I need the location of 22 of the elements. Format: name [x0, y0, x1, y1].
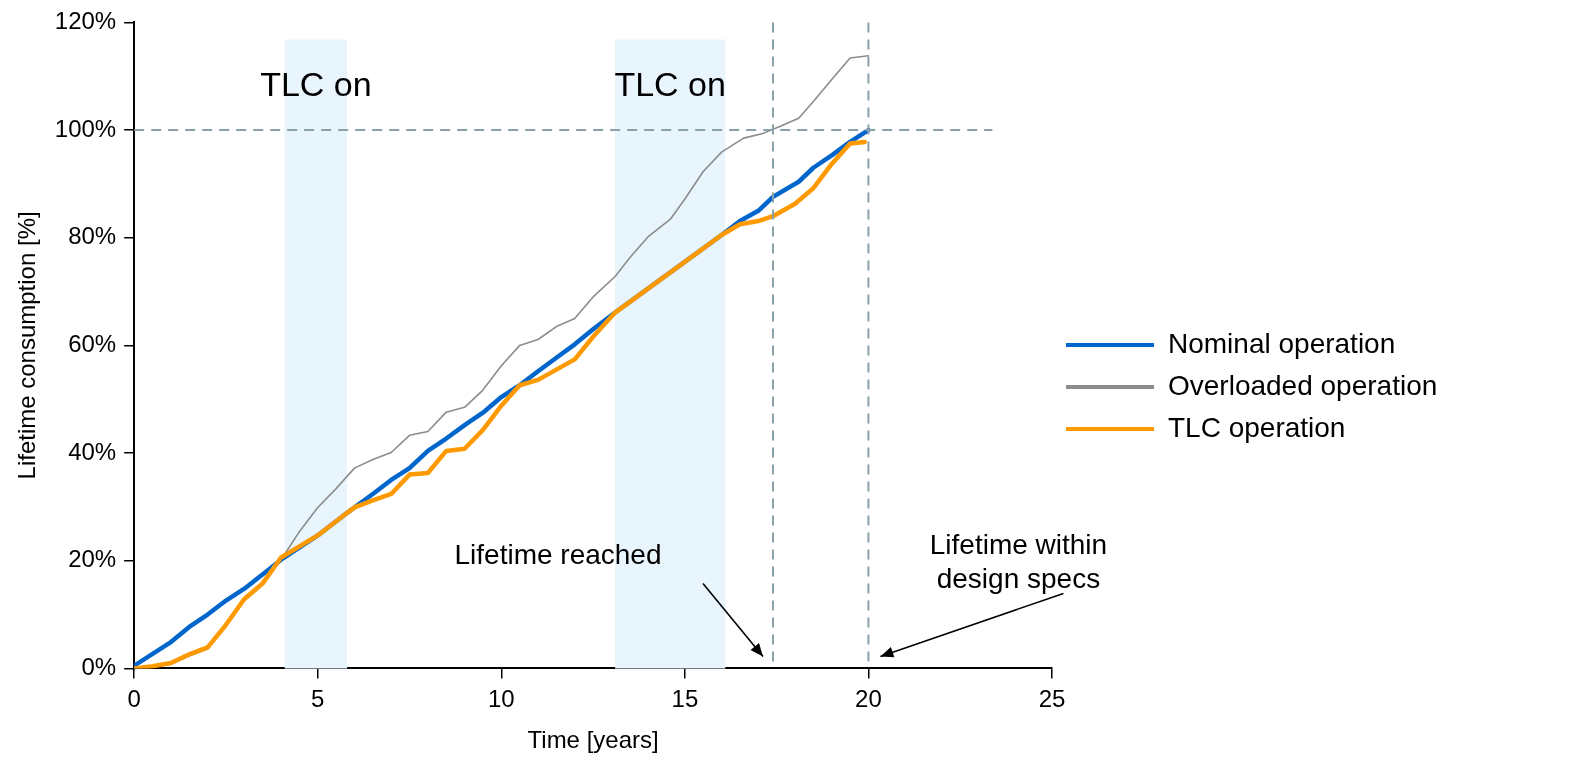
y-tick-label: 120% — [54, 7, 117, 35]
band-label: TLC on — [614, 64, 726, 103]
y-tick-label: 40% — [68, 437, 117, 465]
annotation: Lifetime reached — [454, 539, 662, 571]
y-tick-label: 100% — [54, 114, 117, 142]
y-axis-title: Lifetime consumption [%] — [13, 211, 41, 480]
x-tick-label: 10 — [487, 685, 515, 713]
band-label: TLC on — [260, 64, 372, 103]
y-tick-label: 60% — [68, 330, 117, 358]
x-tick-label: 15 — [671, 685, 699, 713]
legend-label: TLC operation — [1168, 411, 1346, 443]
x-axis-title: Time [years] — [527, 726, 659, 754]
annotation: Lifetime within design specs — [929, 529, 1108, 595]
y-tick-label: 0% — [81, 653, 117, 681]
legend-label: Nominal operation — [1168, 327, 1396, 359]
x-tick-label: 5 — [311, 685, 325, 713]
x-tick-label: 20 — [855, 685, 882, 713]
legend-label: Overloaded operation — [1168, 369, 1438, 401]
y-tick-label: 80% — [68, 222, 117, 250]
y-tick-label: 20% — [68, 545, 117, 573]
x-tick-label: 25 — [1038, 685, 1066, 713]
x-tick-label: 0 — [127, 685, 141, 713]
